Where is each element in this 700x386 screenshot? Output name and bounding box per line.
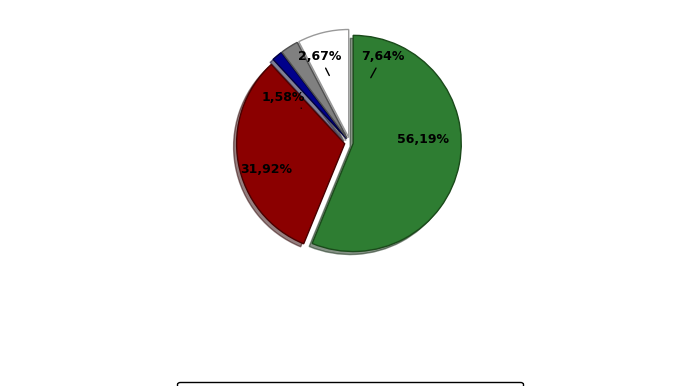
Text: 1,58%: 1,58%	[261, 91, 304, 108]
Text: 31,92%: 31,92%	[239, 163, 292, 176]
Wedge shape	[273, 52, 346, 139]
Wedge shape	[299, 29, 349, 137]
Text: 56,19%: 56,19%	[398, 133, 449, 146]
Wedge shape	[237, 64, 344, 244]
Wedge shape	[312, 36, 461, 252]
Text: 2,67%: 2,67%	[298, 50, 342, 76]
Wedge shape	[282, 42, 347, 138]
Text: 7,64%: 7,64%	[360, 50, 404, 78]
Legend: Zemědělská půda (ha), Lesní půda (ha), Vodní plochy (ha), Zastavěné plochy (ha),: Zemědělská půda (ha), Lesní půda (ha), V…	[177, 382, 523, 386]
